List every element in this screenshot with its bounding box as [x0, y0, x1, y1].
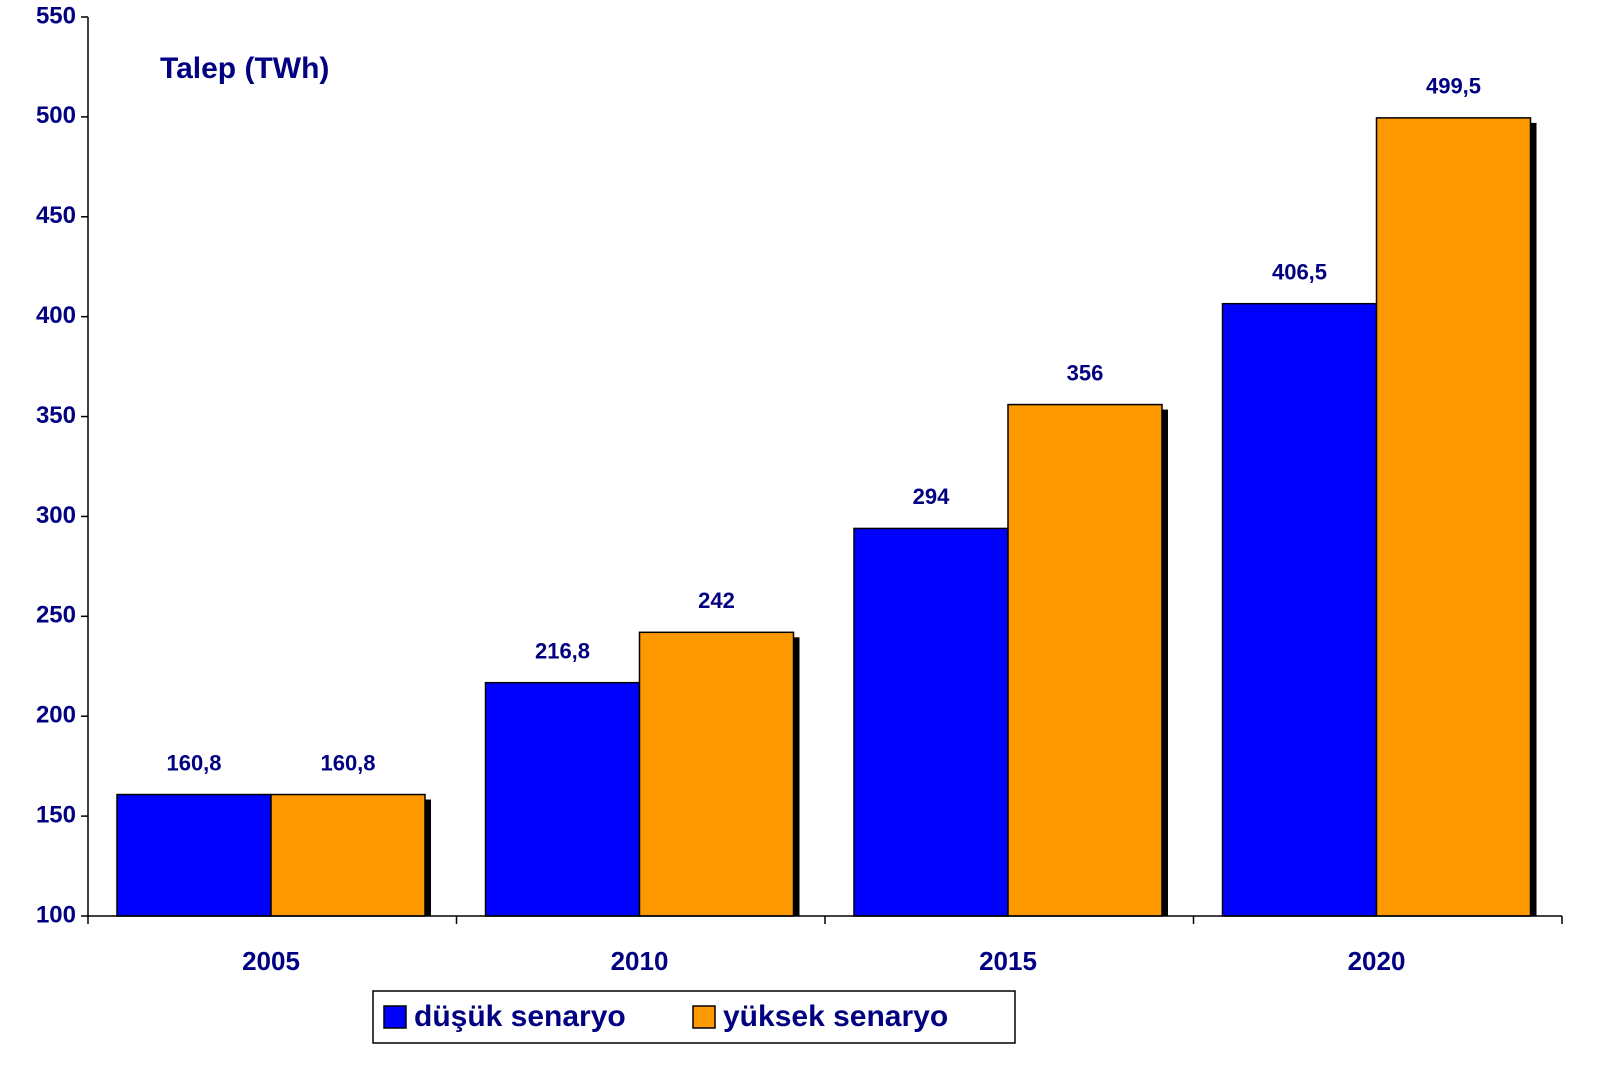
value-label: 160,8: [166, 750, 221, 775]
bar: [1375, 117, 1532, 917]
value-label: 216,8: [535, 638, 590, 663]
chart-title: Talep (TWh): [160, 52, 329, 85]
x-tick-label: 2015: [979, 946, 1037, 976]
y-tick-label: 200: [36, 702, 76, 729]
y-tick-label: 550: [36, 2, 76, 29]
y-tick-label: 150: [36, 801, 76, 828]
x-tick-label: 2020: [1348, 946, 1406, 976]
bar: [853, 527, 1009, 917]
legend-swatch: [692, 1005, 716, 1029]
y-tick-label: 500: [36, 102, 76, 129]
value-label: 406,5: [1272, 259, 1327, 284]
bar: [1007, 403, 1163, 917]
y-tick-label: 400: [36, 302, 76, 329]
legend-swatch: [383, 1005, 407, 1029]
x-tick-label: 2005: [242, 946, 300, 976]
bar: [1221, 302, 1378, 917]
legend-label: yüksek senaryo: [723, 1000, 948, 1033]
value-label: 294: [913, 484, 950, 509]
value-label: 356: [1067, 360, 1104, 385]
bar: [270, 793, 426, 917]
y-tick-label: 450: [36, 202, 76, 229]
value-label: 499,5: [1426, 74, 1481, 99]
y-tick-label: 100: [36, 901, 76, 928]
legend-label: düşük senaryo: [414, 1000, 626, 1033]
value-label: 242: [698, 588, 735, 613]
x-tick-label: 2010: [611, 946, 669, 976]
y-tick-label: 350: [36, 402, 76, 429]
y-tick-label: 300: [36, 502, 76, 529]
value-label: 160,8: [320, 750, 375, 775]
bar: [638, 631, 795, 917]
bar: [116, 793, 272, 917]
y-tick-label: 250: [36, 602, 76, 629]
bar: [484, 681, 641, 917]
